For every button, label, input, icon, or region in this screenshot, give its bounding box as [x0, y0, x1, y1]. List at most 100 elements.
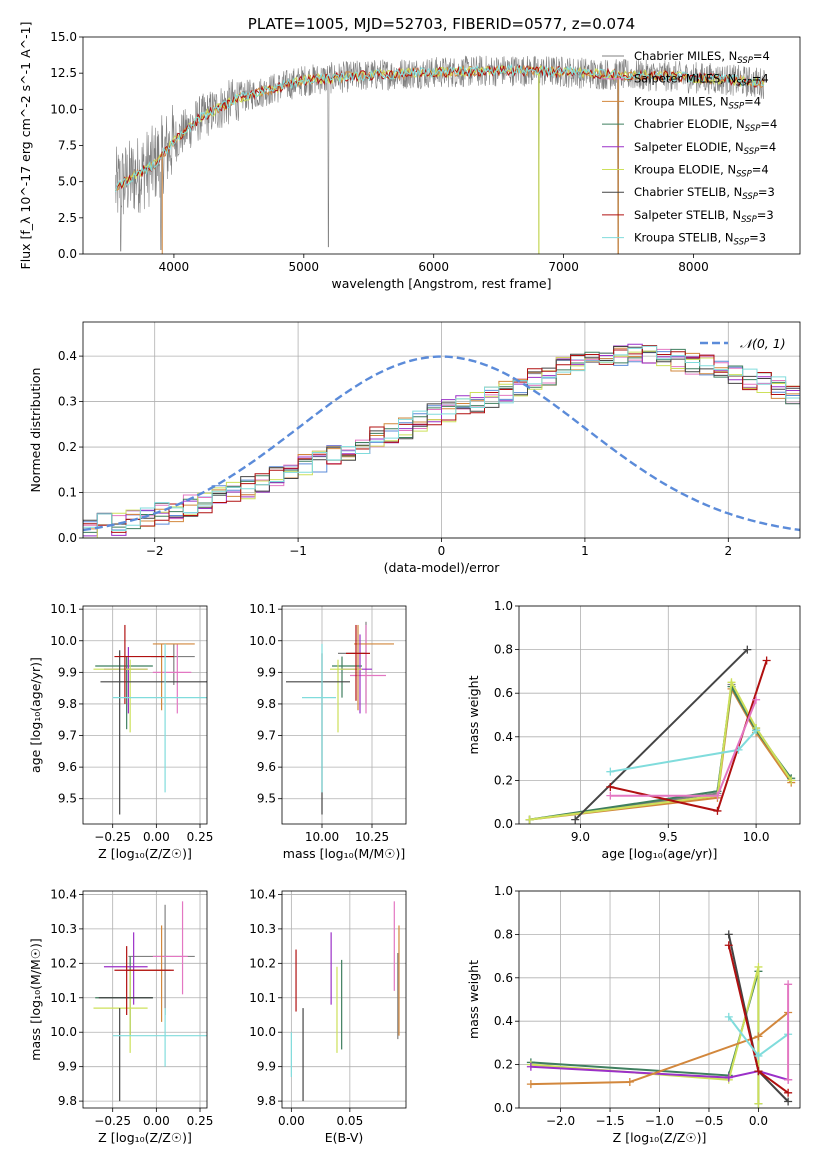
x-tick-label: 5000	[289, 260, 320, 274]
x-axis-label: E(B-V)	[325, 1130, 364, 1145]
y-tick-label: 0.2	[494, 1058, 513, 1072]
weight-series-marker	[625, 1077, 634, 1086]
y-tick-label: 9.5	[58, 792, 77, 806]
weight-series-marker	[754, 1099, 763, 1108]
weight-series-marker	[743, 645, 752, 654]
weight-series-marker	[784, 1075, 793, 1084]
weight-series-marker	[754, 1067, 763, 1076]
x-tick-label: 6000	[418, 260, 449, 274]
weight-series-marker	[525, 815, 534, 824]
weight-series-marker	[752, 726, 761, 735]
axes-frame	[281, 605, 407, 825]
axes-frame	[82, 605, 208, 825]
y-tick-label: 15.0	[50, 30, 77, 44]
y-tick-label: 10.4	[249, 887, 276, 901]
x-tick-label: 0.00	[278, 1114, 305, 1128]
y-tick-label: 10.0	[249, 634, 276, 648]
y-tick-label: 0.0	[494, 817, 513, 831]
y-tick-label: 0.0	[58, 247, 77, 261]
y-tick-label: 10.3	[249, 922, 276, 936]
x-tick-label: 9.5	[659, 830, 678, 844]
y-tick-label: 0.4	[494, 1014, 513, 1028]
x-tick-label: 1	[581, 544, 589, 558]
legend-label: Chabrier MILES, NSSP=4	[634, 49, 770, 66]
x-tick-label: 0.0	[749, 1114, 768, 1128]
x-tick-label: −1.0	[645, 1114, 674, 1128]
y-axis-label: age [log₁₀(age/yr)]	[28, 657, 43, 773]
plots-layer: 4000 5000 6000 7000 80000.02.55.07.510.012.5…	[18, 15, 801, 1145]
y-tick-label: 5.0	[58, 175, 77, 189]
weight-series-marker	[754, 1032, 763, 1041]
y-tick-label: 0.6	[494, 971, 513, 985]
y-tick-label: 10.0	[50, 102, 77, 116]
weight-series-marker	[724, 930, 733, 939]
y-tick-label: 9.7	[257, 729, 276, 743]
weight-series-marker	[724, 1073, 733, 1082]
y-tick-label: 10.2	[50, 956, 77, 970]
x-tick-label: 8000	[678, 260, 709, 274]
weight-series-marker	[784, 980, 793, 989]
y-tick-label: 1.0	[494, 884, 513, 898]
y-tick-label: 0.8	[494, 643, 513, 657]
y-tick-label: 10.2	[249, 956, 276, 970]
axes-frame	[82, 36, 801, 255]
weight-series-marker	[724, 941, 733, 950]
weight-series-line	[574, 648, 749, 821]
y-tick-label: 9.9	[257, 665, 276, 679]
legend-label: Chabrier STELIB, NSSP=3	[634, 185, 775, 202]
x-axis-label: age [log₁₀(age/yr)]	[602, 846, 718, 861]
legend-label: Salpeter MILES, NSSP=4	[634, 72, 769, 89]
y-tick-label: 0.1	[58, 486, 77, 500]
spectrum-model-line	[115, 63, 764, 193]
y-tick-label: 10.0	[50, 634, 77, 648]
x-axis-label: Z [log₁₀(Z/Z☉)]	[613, 1130, 707, 1145]
x-tick-label: −1.5	[595, 1114, 624, 1128]
y-tick-label: 10.1	[50, 602, 77, 616]
y-tick-label: 10.1	[50, 991, 77, 1005]
x-axis-label: Z [log₁₀(Z/Z☉)]	[98, 1130, 192, 1145]
panel-age_vs_mass: 10.00 10.25 9.5 9.6 9.7 9.8 9.9 10.0 10.1 mass [l…	[249, 602, 407, 861]
x-tick-label: 4000	[159, 260, 190, 274]
weight-series-marker	[754, 1051, 763, 1060]
x-tick-label: −0.25	[94, 830, 131, 844]
weight-series-marker	[713, 806, 722, 815]
y-tick-label: 10.3	[50, 922, 77, 936]
y-tick-label: 9.9	[257, 1060, 276, 1074]
panel-residuals: −2 −1 0 1 2 0.0 0.1 0.2 0.3 0.4 (data-model)/error…	[28, 321, 801, 575]
y-tick-label: 2.5	[58, 211, 77, 225]
y-tick-label: 0.0	[494, 1101, 513, 1115]
y-tick-label: 0.2	[58, 440, 77, 454]
y-tick-label: 0.2	[494, 773, 513, 787]
histogram-step	[83, 345, 800, 538]
axes-frame	[518, 605, 801, 825]
legend-label: Chabrier ELODIE, NSSP=4	[634, 117, 777, 134]
panel-spectrum: 4000 5000 6000 7000 8000 0.0 2.5 5.0 7.5 10.0 12.5…	[18, 15, 801, 291]
axes-frame	[82, 321, 801, 539]
axes-frame	[281, 890, 407, 1109]
panel-age_vs_Z: −0.25 0.00 0.25 9.5 9.6 9.7 9.8 9.9 10.0 10.1 Z [l…	[28, 602, 213, 861]
legend-label: Kroupa MILES, NSSP=4	[634, 94, 761, 111]
panel-mass_vs_Z: −0.25 0.00 0.25 9.8 9.9 10.0 10.1 10.2 10.3 10.4 Z…	[28, 887, 213, 1145]
y-tick-label: 9.9	[58, 665, 77, 679]
x-tick-label: 7000	[548, 260, 579, 274]
weight-series-marker	[724, 1012, 733, 1021]
x-tick-label: 0.25	[187, 830, 214, 844]
legend-label: Salpeter ELODIE, NSSP=4	[634, 140, 776, 157]
y-axis-label: mass weight	[466, 675, 481, 754]
weight-series-marker	[727, 678, 736, 687]
x-tick-label: 0	[438, 544, 446, 558]
x-tick-label: 9.0	[571, 830, 590, 844]
y-tick-label: 10.1	[249, 991, 276, 1005]
weight-series-marker	[752, 695, 761, 704]
spectrum-model-line	[115, 64, 765, 192]
y-tick-label: 9.6	[58, 760, 77, 774]
legend-label: Salpeter STELIB, NSSP=3	[634, 208, 774, 225]
x-tick-label: 0.00	[143, 830, 170, 844]
weight-series-marker	[606, 782, 615, 791]
weight-series-marker	[606, 767, 615, 776]
y-tick-label: 10.4	[50, 887, 77, 901]
x-tick-label: 10.25	[355, 830, 389, 844]
x-tick-label: 10.0	[743, 830, 770, 844]
y-axis-label: Flux [f_λ 10^-17 erg cm^-2 s^-1 A^-1]	[18, 22, 33, 270]
